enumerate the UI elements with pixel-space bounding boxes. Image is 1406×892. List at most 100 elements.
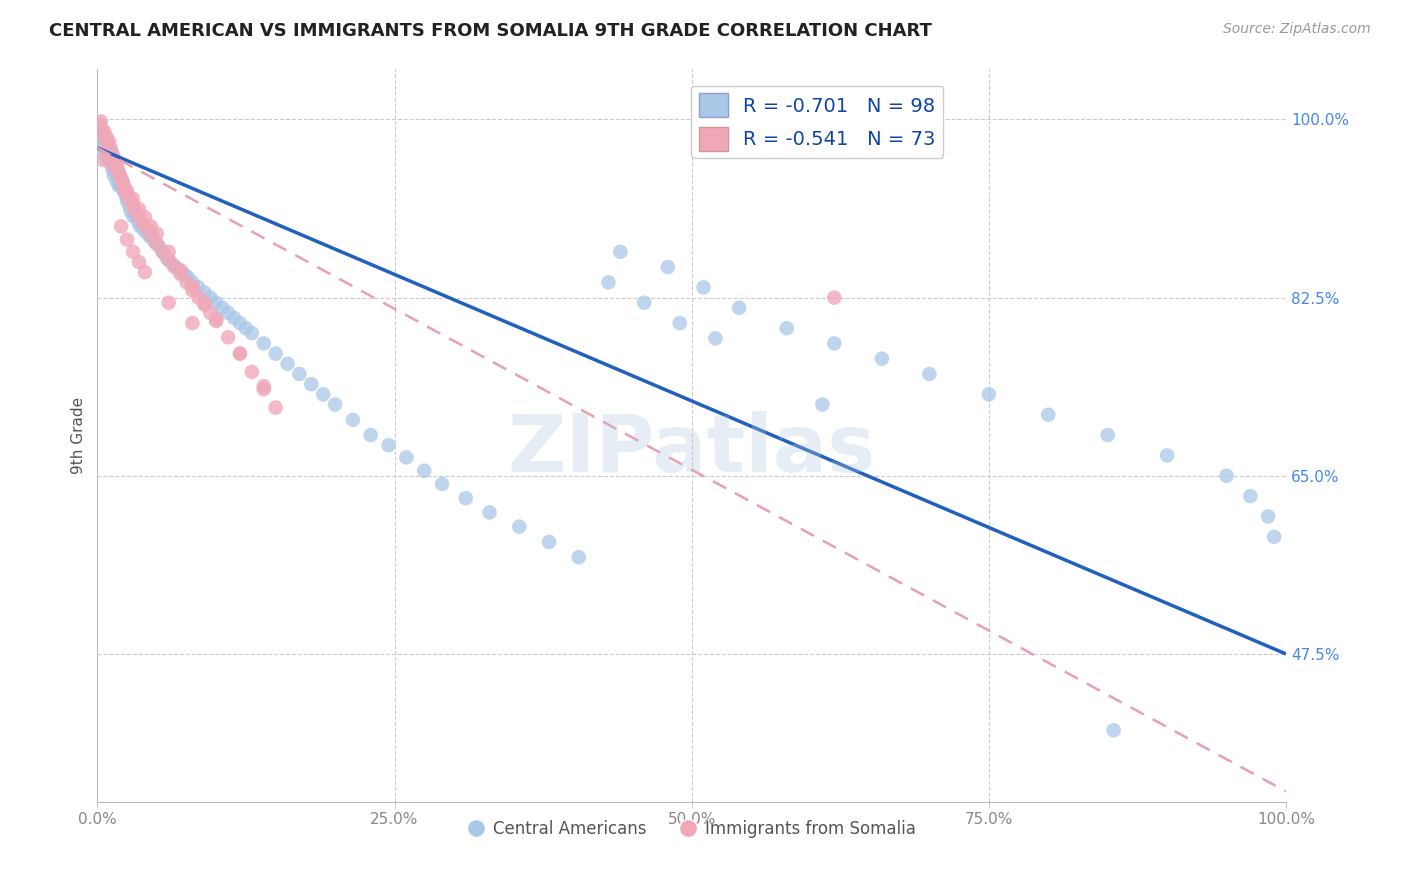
Point — [181, 279, 204, 293]
Point — [91, 143, 114, 157]
Y-axis label: 9th Grade: 9th Grade — [72, 396, 86, 474]
Point — [93, 137, 115, 152]
Point — [136, 224, 159, 238]
Point — [377, 438, 399, 452]
Point — [633, 295, 655, 310]
Point — [134, 265, 156, 279]
Point — [94, 133, 117, 147]
Point — [120, 194, 142, 208]
Point — [152, 244, 174, 259]
Point — [1263, 530, 1285, 544]
Point — [668, 316, 690, 330]
Point — [163, 260, 186, 274]
Point — [112, 178, 135, 192]
Point — [124, 209, 146, 223]
Point — [187, 291, 209, 305]
Point — [264, 346, 287, 360]
Point — [299, 377, 322, 392]
Point — [115, 184, 138, 198]
Point — [181, 316, 204, 330]
Point — [870, 351, 893, 366]
Point — [108, 169, 131, 183]
Point — [91, 137, 114, 152]
Point — [114, 182, 136, 196]
Point — [155, 250, 177, 264]
Point — [454, 491, 477, 505]
Point — [342, 413, 364, 427]
Point — [169, 263, 191, 277]
Point — [104, 161, 127, 176]
Point — [704, 331, 727, 345]
Point — [98, 135, 121, 149]
Point — [217, 330, 239, 344]
Point — [1097, 428, 1119, 442]
Point — [89, 133, 111, 147]
Point — [141, 229, 163, 244]
Point — [288, 367, 311, 381]
Point — [146, 236, 169, 251]
Point — [235, 321, 257, 335]
Point — [253, 379, 276, 393]
Point — [138, 229, 160, 244]
Point — [136, 222, 159, 236]
Point — [323, 397, 346, 411]
Point — [100, 153, 122, 168]
Point — [111, 173, 134, 187]
Point — [105, 158, 128, 172]
Point — [111, 178, 134, 193]
Point — [143, 235, 166, 249]
Point — [96, 143, 118, 157]
Point — [107, 165, 129, 179]
Point — [169, 267, 191, 281]
Point — [108, 178, 131, 193]
Point — [97, 153, 120, 168]
Point — [107, 178, 129, 193]
Point — [217, 306, 239, 320]
Point — [253, 382, 276, 396]
Point — [98, 148, 121, 162]
Point — [229, 316, 252, 330]
Point — [101, 163, 124, 178]
Point — [222, 310, 245, 325]
Point — [165, 260, 187, 274]
Point — [157, 244, 180, 259]
Point — [122, 209, 145, 223]
Point — [169, 265, 191, 279]
Point — [93, 125, 115, 139]
Point — [609, 244, 631, 259]
Point — [104, 155, 127, 169]
Point — [1102, 723, 1125, 738]
Text: Source: ZipAtlas.com: Source: ZipAtlas.com — [1223, 22, 1371, 37]
Point — [176, 276, 198, 290]
Point — [1038, 408, 1060, 422]
Point — [117, 190, 139, 204]
Point — [122, 199, 145, 213]
Point — [160, 257, 183, 271]
Point — [823, 336, 845, 351]
Point — [107, 161, 129, 176]
Point — [112, 184, 135, 198]
Point — [537, 535, 560, 549]
Point — [200, 306, 222, 320]
Point — [96, 145, 118, 159]
Point — [211, 301, 233, 315]
Point — [918, 367, 941, 381]
Point — [100, 145, 122, 159]
Point — [728, 301, 751, 315]
Point — [240, 365, 263, 379]
Point — [100, 158, 122, 172]
Point — [811, 397, 834, 411]
Point — [395, 450, 418, 465]
Point — [181, 276, 204, 290]
Point — [200, 291, 222, 305]
Point — [115, 188, 138, 202]
Point — [430, 477, 453, 491]
Point — [129, 219, 152, 234]
Text: CENTRAL AMERICAN VS IMMIGRANTS FROM SOMALIA 9TH GRADE CORRELATION CHART: CENTRAL AMERICAN VS IMMIGRANTS FROM SOMA… — [49, 22, 932, 40]
Point — [193, 285, 215, 300]
Point — [568, 550, 591, 565]
Point — [148, 240, 170, 254]
Point — [131, 216, 153, 230]
Point — [90, 128, 112, 142]
Point — [115, 233, 138, 247]
